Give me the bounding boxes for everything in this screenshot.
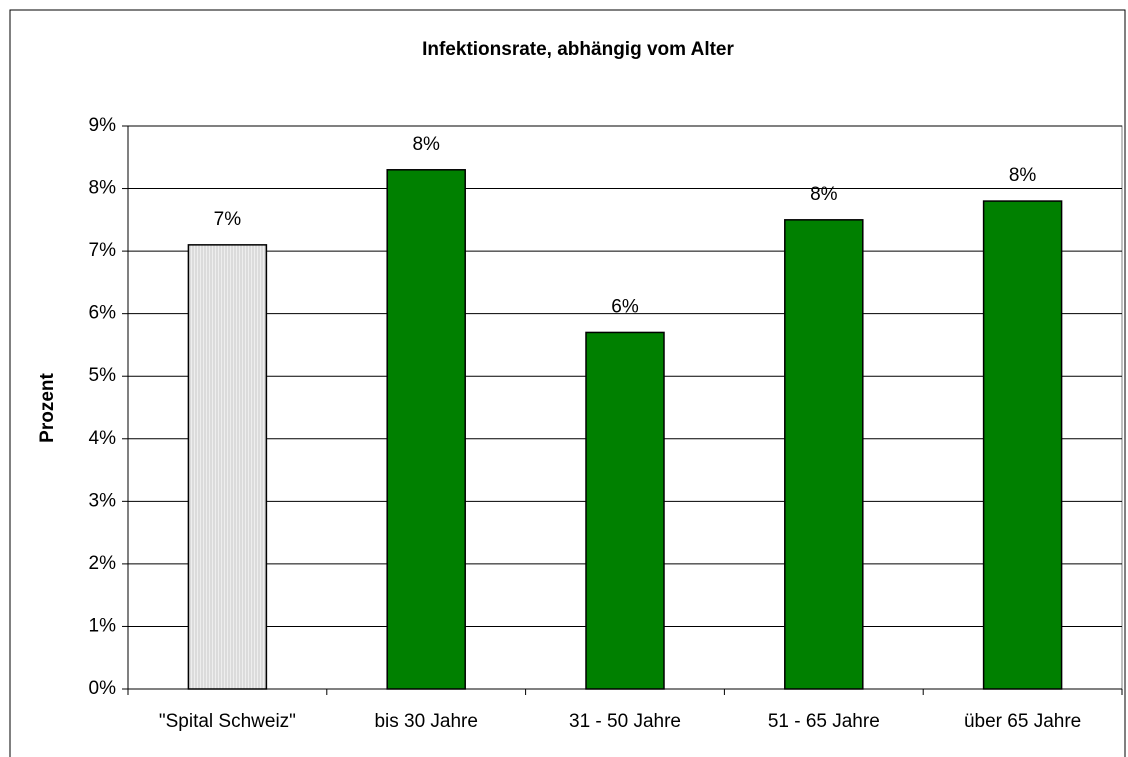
data-label: 6% [611, 296, 639, 317]
bar [187, 244, 268, 690]
data-label: 8% [810, 184, 838, 205]
bar [784, 219, 864, 690]
data-label: 7% [214, 209, 242, 230]
chart-frame [9, 9, 1126, 757]
y-tick-label: 9% [89, 115, 117, 136]
y-tick-label: 3% [89, 490, 117, 511]
bar [585, 331, 665, 690]
x-tick-label: bis 30 Jahre [374, 711, 478, 732]
y-tick-label: 6% [89, 303, 117, 324]
y-tick-label: 4% [89, 428, 117, 449]
data-label: 8% [1009, 165, 1037, 186]
y-tick-label: 5% [89, 365, 117, 386]
bar [982, 200, 1063, 690]
y-tick-label: 0% [89, 678, 117, 699]
y-tick-label: 1% [89, 615, 117, 636]
y-tick-label: 2% [89, 553, 117, 574]
x-tick-label: über 65 Jahre [964, 711, 1081, 732]
chart-title: Infektionsrate, abhängig vom Alter [422, 39, 734, 60]
y-tick-label: 7% [89, 240, 117, 261]
data-label: 8% [412, 134, 440, 155]
x-tick-label: 31 - 50 Jahre [569, 711, 681, 732]
y-tick-label: 8% [89, 178, 117, 199]
x-tick-label: 51 - 65 Jahre [768, 711, 880, 732]
x-tick-label: "Spital Schweiz" [159, 711, 296, 732]
bar [386, 169, 466, 690]
y-axis-label: Prozent [37, 372, 58, 442]
